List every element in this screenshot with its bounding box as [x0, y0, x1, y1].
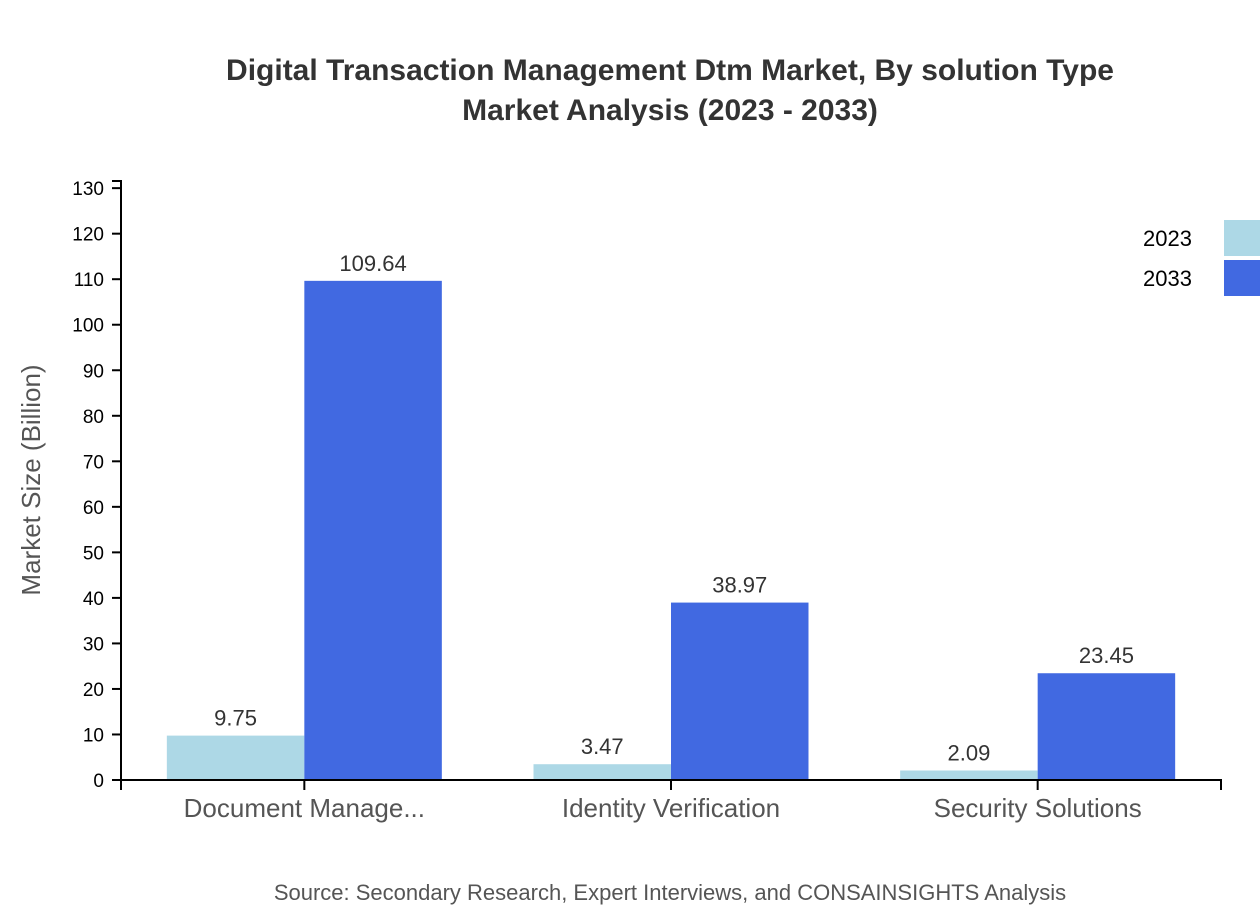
y-tick-label: 120 [72, 225, 104, 246]
data-label: 23.45 [1079, 643, 1134, 668]
y-tick-label: 30 [83, 634, 104, 655]
x-tick-label: Document Manage... [184, 793, 425, 823]
data-label: 109.64 [339, 251, 406, 276]
y-tick-label: 40 [83, 589, 104, 610]
data-label: 3.47 [581, 734, 624, 759]
legend-swatch-2023 [1224, 220, 1260, 256]
data-label: 2.09 [948, 740, 991, 765]
data-label: 9.75 [214, 706, 257, 731]
data-label: 38.97 [712, 573, 767, 598]
y-tick-label: 10 [83, 725, 104, 746]
y-tick-label: 90 [83, 361, 104, 382]
bar-2023-1 [533, 764, 671, 780]
chart-title-line-2: Market Analysis (2023 - 2033) [462, 94, 878, 127]
y-tick-label: 20 [83, 680, 104, 701]
x-tick-label: Identity Verification [562, 793, 780, 823]
chart-title-line-1: Digital Transaction Management Dtm Marke… [226, 54, 1114, 87]
bar-2023-2 [900, 770, 1038, 780]
y-tick-label: 60 [83, 498, 104, 519]
legend-label: 2033 [1143, 266, 1192, 291]
y-tick-label: 50 [83, 543, 104, 564]
y-axis-label: Market Size (Billion) [16, 364, 46, 595]
y-tick-label: 110 [74, 270, 104, 291]
legend-label: 2023 [1143, 226, 1192, 251]
bar-2033-1 [671, 602, 809, 780]
legend-swatch-2033 [1224, 260, 1260, 296]
y-tick-label: 70 [83, 452, 104, 473]
bar-2033-2 [1037, 673, 1176, 780]
x-tick-label: Security Solutions [934, 793, 1142, 823]
y-tick-label: 0 [93, 771, 104, 792]
bar-2033-0 [304, 280, 442, 780]
y-tick-label: 130 [72, 179, 104, 200]
source-note: Source: Secondary Research, Expert Inter… [274, 880, 1066, 905]
y-tick-label: 100 [72, 316, 104, 337]
y-tick-label: 80 [83, 407, 104, 428]
x-axis [120, 779, 1222, 790]
bar-2023-0 [166, 735, 305, 780]
y-axis [112, 180, 122, 781]
